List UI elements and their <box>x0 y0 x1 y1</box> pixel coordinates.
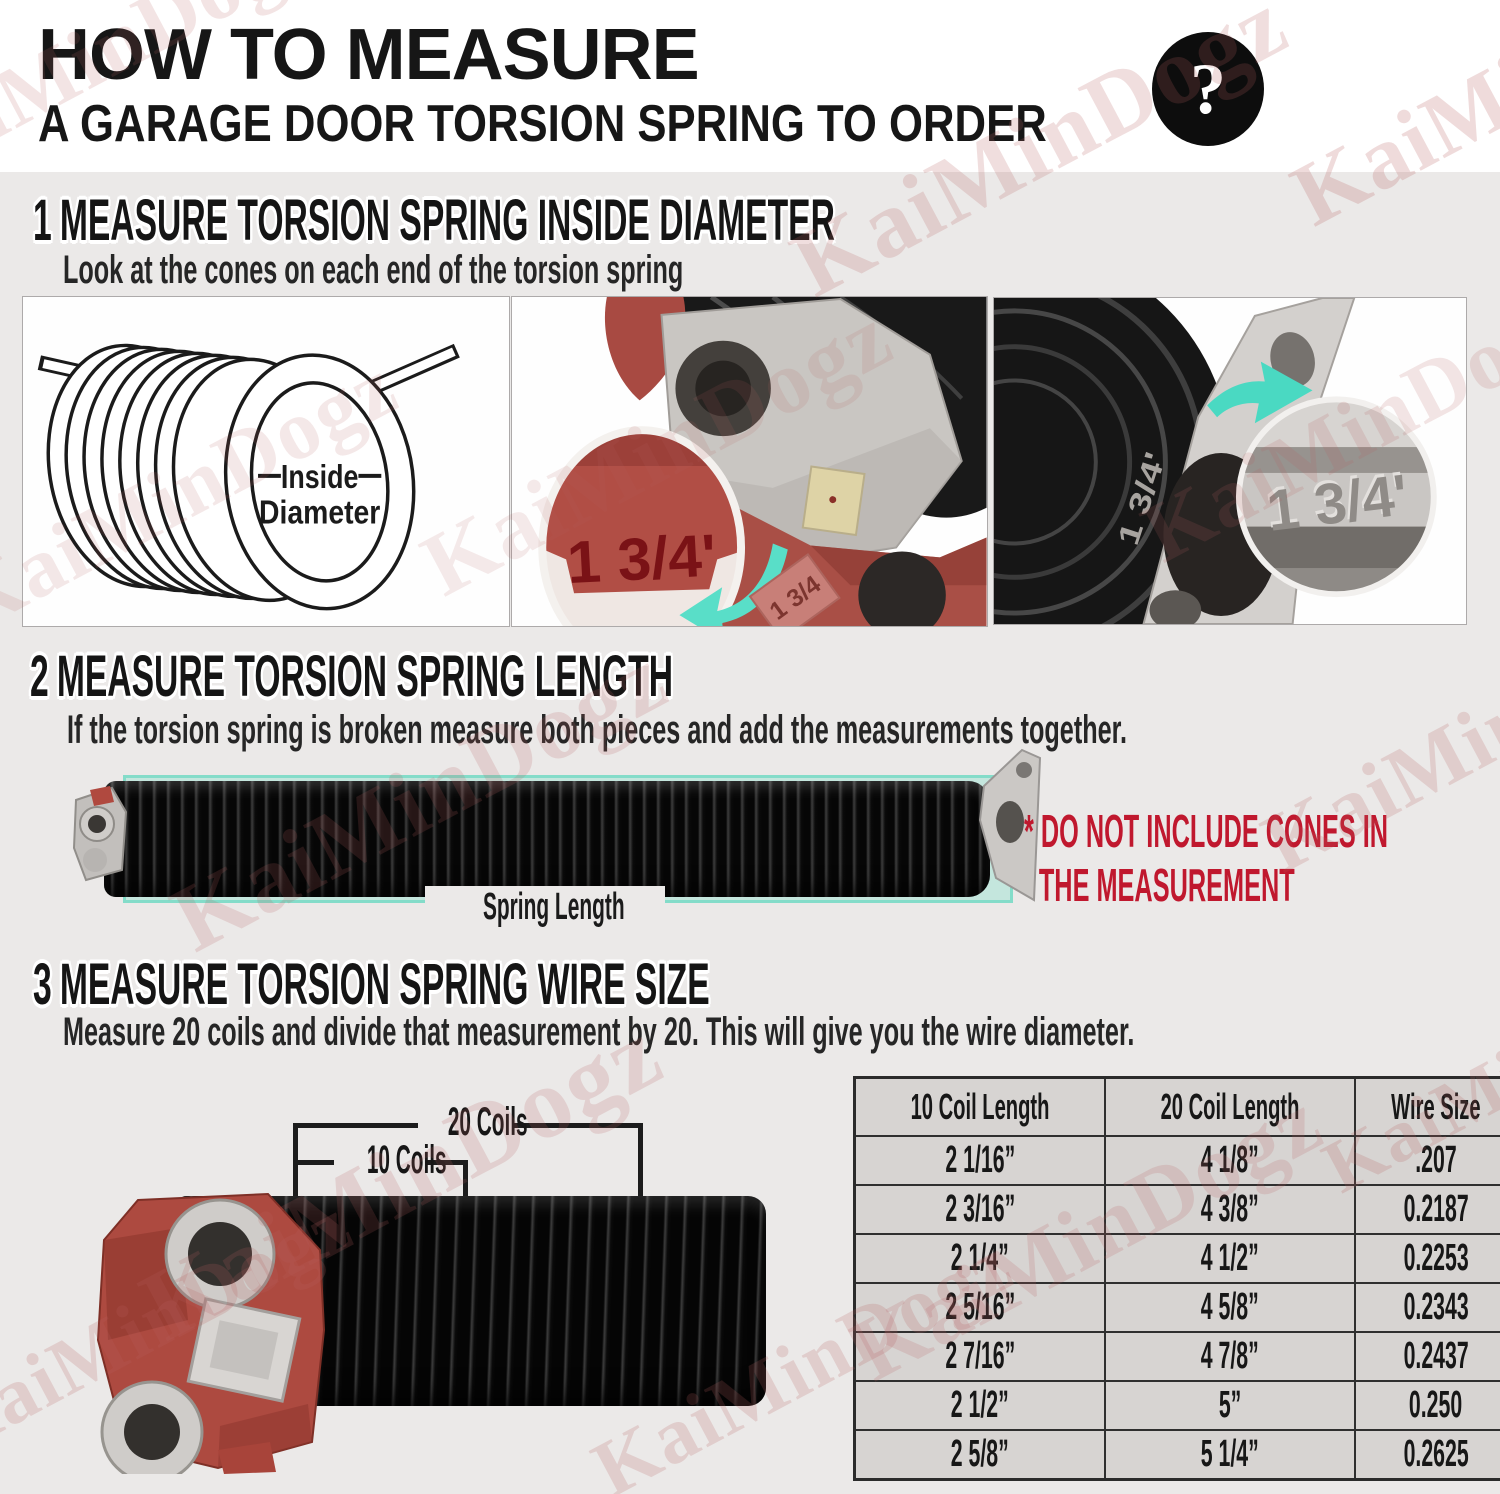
spring-length-label: Spring Length <box>425 886 665 929</box>
table-row: 2 1/16” 4 1/8” .207 <box>853 1135 1500 1186</box>
spring-coil-drawing: Inside Diameter <box>37 343 460 611</box>
section1-subtext: Look at the cones on each end of the tor… <box>63 248 684 292</box>
torsion-spring-full <box>104 781 990 897</box>
col-wire-size: Wire Size <box>1354 1076 1500 1137</box>
aluminum-cone-photo: 1 3/4' 1 3/4' 1 3/4' <box>993 297 1467 625</box>
aluminum-cone-illustration: 1 3/4' 1 3/4' 1 3/4' <box>994 298 1437 624</box>
section3-heading: 3 MEASURE TORSION SPRING WIRE SIZE <box>33 952 710 1017</box>
cones-warning-note: * DO NOT INCLUDE CONES IN THE MEASUREMEN… <box>1024 805 1389 912</box>
bracket-10-right-tick <box>463 1160 468 1200</box>
right-cone-plate <box>978 748 1042 902</box>
bracket-20-label: 20 Coils <box>447 1100 528 1144</box>
table-row: 2 3/16” 4 3/8” 0.2187 <box>853 1184 1500 1235</box>
bracket-20-line-left <box>296 1123 418 1128</box>
teal-arrow-right <box>1207 361 1313 424</box>
left-cone-small <box>72 786 128 882</box>
red-cone-illustration: 1 3/4' 1 3/4 <box>538 297 987 626</box>
page-subtitle: A GARAGE DOOR TORSION SPRING TO ORDER <box>38 95 1047 153</box>
bracket-10-line-left <box>296 1160 334 1165</box>
red-cone-closeup <box>96 1192 326 1474</box>
page-title: HOW TO MEASURE <box>38 15 700 95</box>
section2-subtext: If the torsion spring is broken measure … <box>67 708 1128 752</box>
red-cone-photo: 1 3/4' 1 3/4 <box>511 296 988 627</box>
table-row: 2 5/8” 5 1/4” 0.2625 <box>853 1429 1500 1481</box>
teal-arrow-left <box>679 543 788 626</box>
col-20-coil: 20 Coil Length <box>1104 1076 1357 1137</box>
wire-size-table: 10 Coil Length 20 Coil Length Wire Size … <box>853 1076 1500 1481</box>
bracket-20-left-tick <box>293 1123 298 1197</box>
bracket-10-line-right <box>426 1160 468 1165</box>
table-row: 2 7/16” 4 7/8” 0.2437 <box>853 1331 1500 1382</box>
table-row: 2 1/4” 4 1/2” 0.2253 <box>853 1233 1500 1284</box>
section1-heading: 1 MEASURE TORSION SPRING INSIDE DIAMETER <box>33 188 835 253</box>
bracket-20-right-tick <box>638 1123 643 1197</box>
inside-label: Inside <box>281 458 359 496</box>
section2-heading: 2 MEASURE TORSION SPRING LENGTH <box>30 644 674 709</box>
table-header-row: 10 Coil Length 20 Coil Length Wire Size <box>853 1076 1500 1137</box>
section3-subtext: Measure 20 coils and divide that measure… <box>63 1010 1135 1054</box>
inside-diameter-diagram: Inside Diameter <box>22 296 510 627</box>
set-screw <box>801 465 866 537</box>
col-10-coil: 10 Coil Length <box>853 1076 1107 1137</box>
diameter-label: Diameter <box>259 494 380 532</box>
question-mark-icon: ? <box>1152 32 1264 146</box>
diameter-marking-zoomed: 1 3/4' <box>565 521 717 596</box>
table-row: 2 5/16” 4 5/8” 0.2343 <box>853 1282 1500 1333</box>
bracket-20-line-right <box>513 1123 643 1128</box>
table-row: 2 1/2” 5” 0.250 <box>853 1380 1500 1431</box>
bracket-10-label: 10 Coils <box>366 1138 447 1182</box>
